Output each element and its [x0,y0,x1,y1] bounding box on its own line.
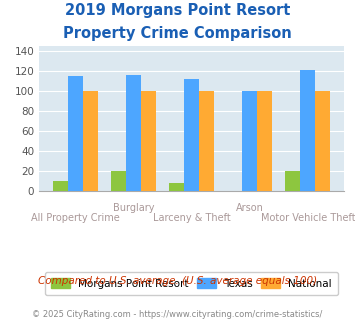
Bar [111,171,126,191]
Bar [126,75,141,191]
Bar [315,91,331,191]
Bar [83,91,98,191]
Bar [300,70,315,191]
Bar [257,91,272,191]
Bar [285,171,300,191]
Text: 2019 Morgans Point Resort: 2019 Morgans Point Resort [65,3,290,18]
Bar [184,79,199,191]
Text: Burglary: Burglary [113,203,154,213]
Text: Larceny & Theft: Larceny & Theft [153,213,231,223]
Bar [53,182,68,191]
Bar [141,91,156,191]
Text: Property Crime Comparison: Property Crime Comparison [63,26,292,41]
Bar [242,91,257,191]
Text: All Property Crime: All Property Crime [31,213,120,223]
Text: © 2025 CityRating.com - https://www.cityrating.com/crime-statistics/: © 2025 CityRating.com - https://www.city… [32,310,323,319]
Text: Arson: Arson [236,203,264,213]
Bar [68,76,83,191]
Text: Motor Vehicle Theft: Motor Vehicle Theft [261,213,355,223]
Bar [199,91,214,191]
Legend: Morgans Point Resort, Texas, National: Morgans Point Resort, Texas, National [45,272,338,295]
Bar [169,183,184,191]
Text: Compared to U.S. average. (U.S. average equals 100): Compared to U.S. average. (U.S. average … [38,276,317,285]
